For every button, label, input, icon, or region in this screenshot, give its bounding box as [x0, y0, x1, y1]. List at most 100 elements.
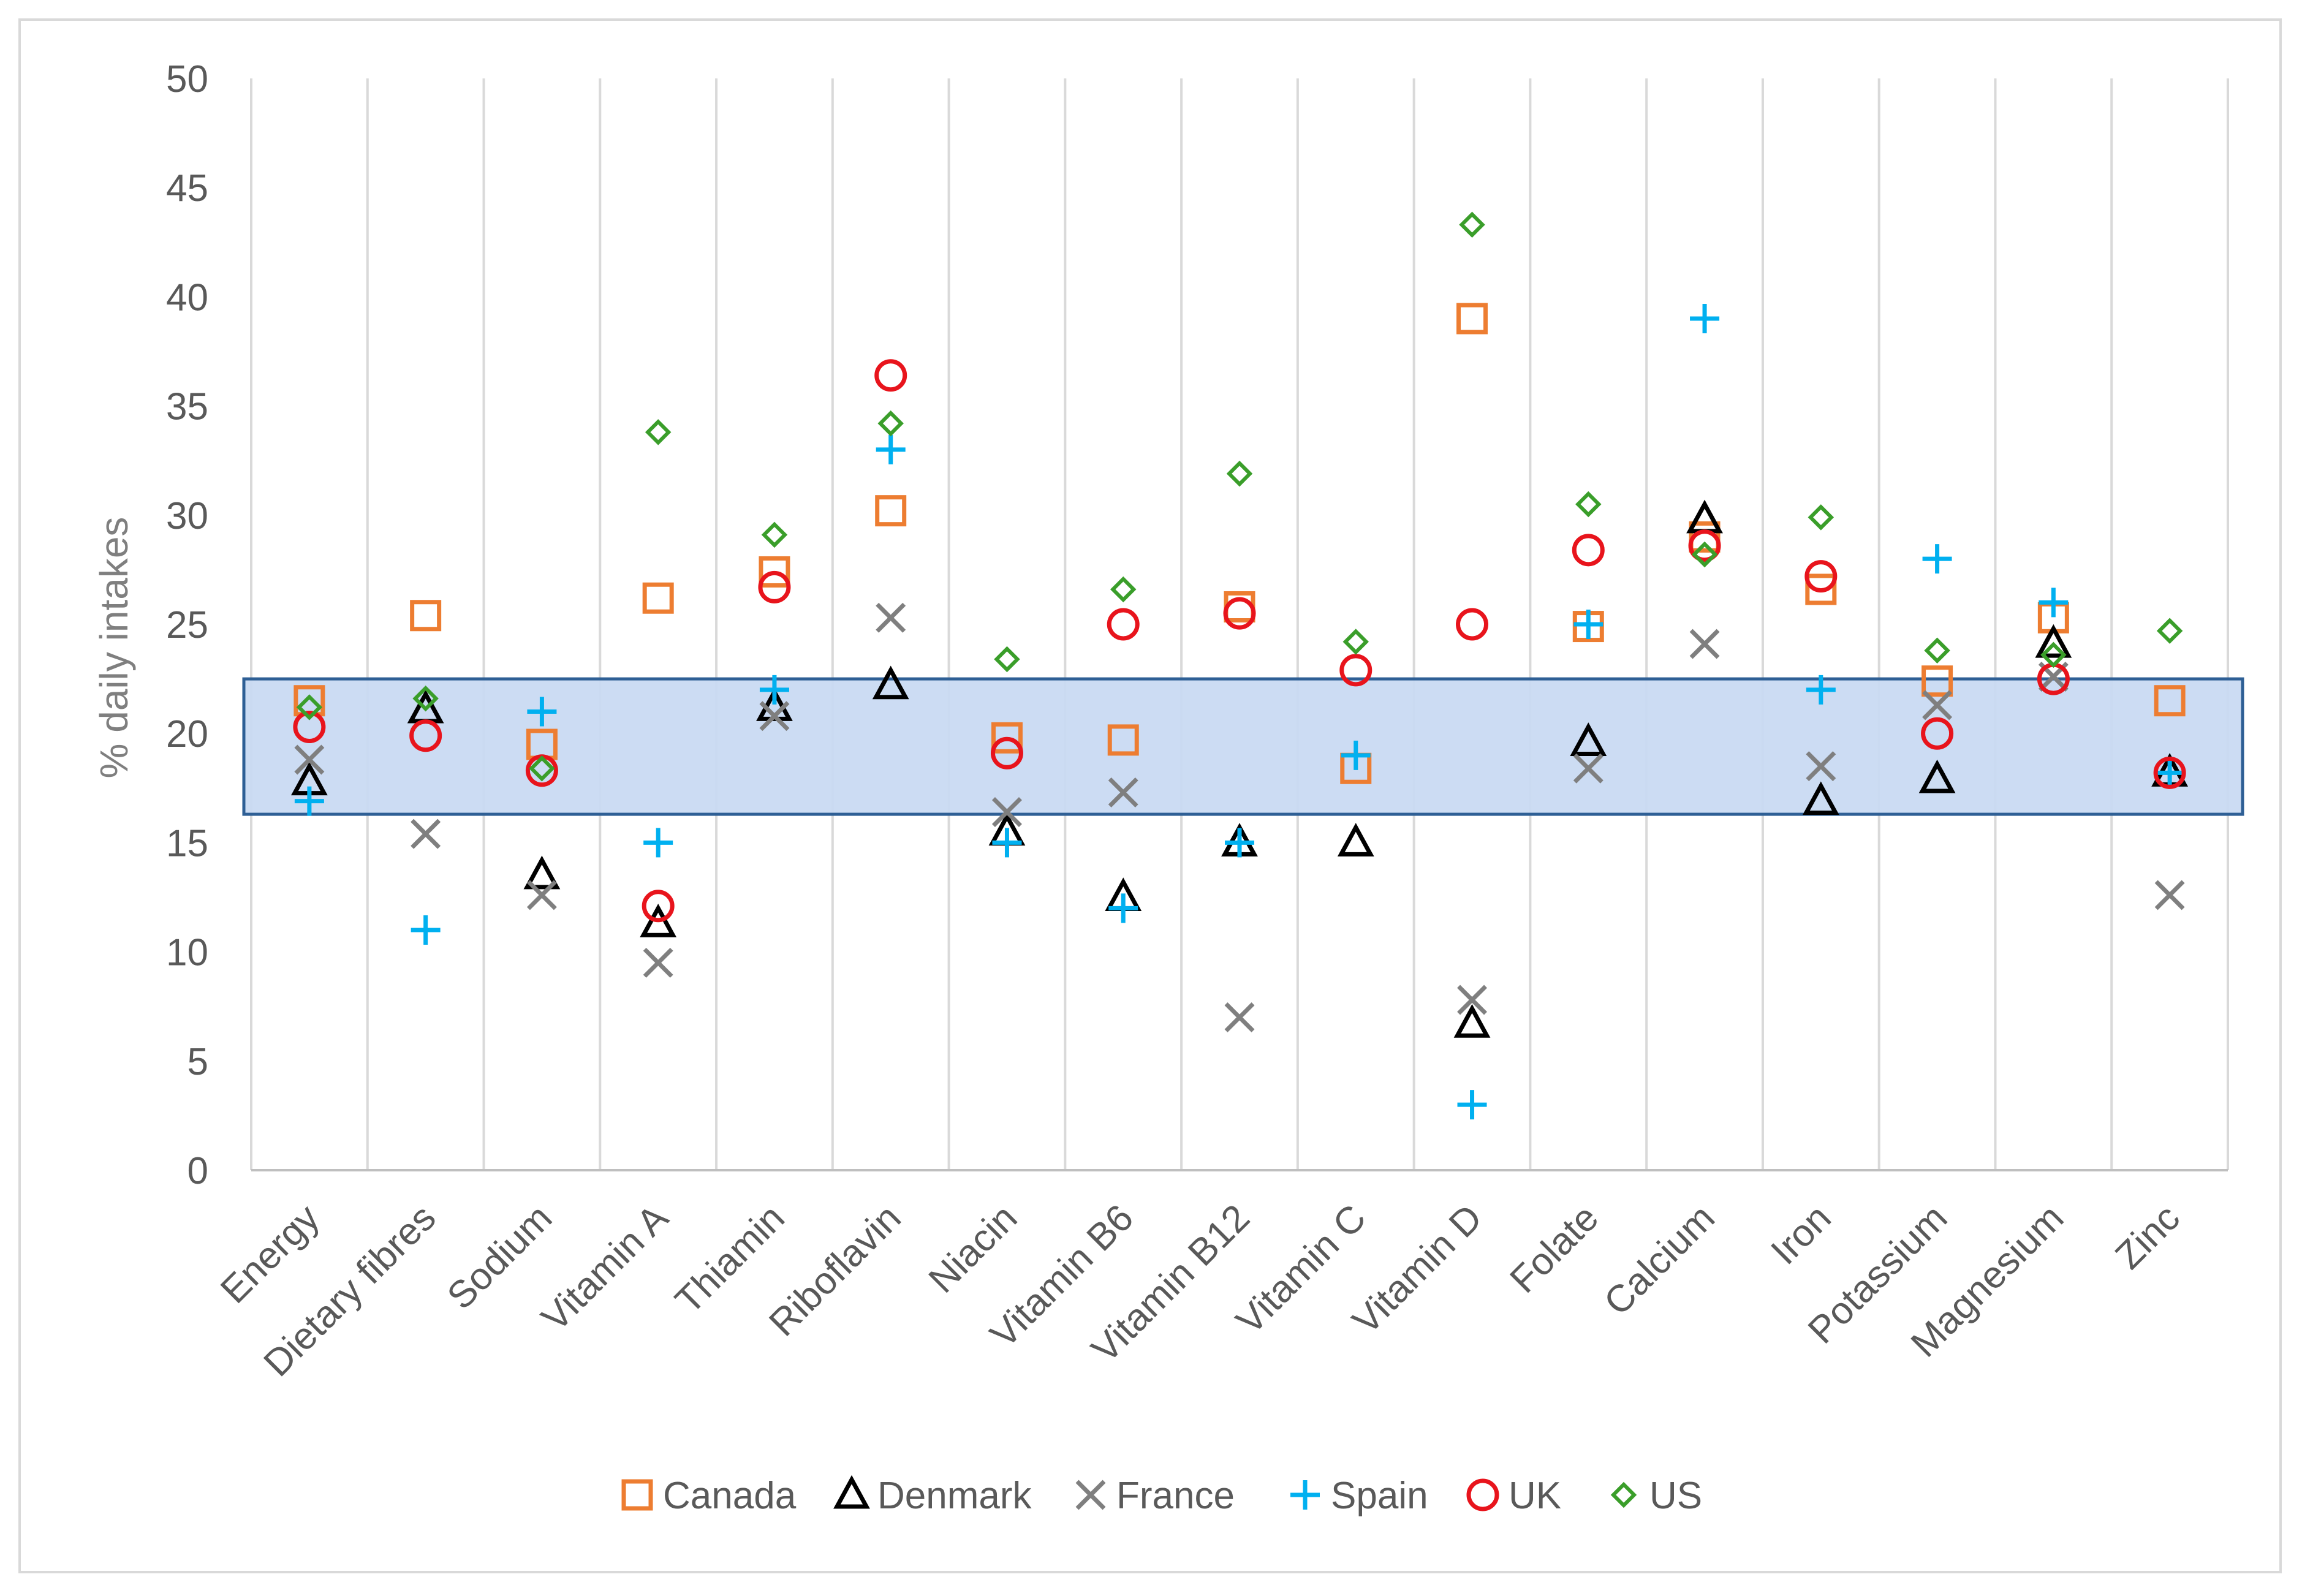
y-tick-label-20: 20 [166, 713, 208, 755]
y-tick-label-30: 30 [166, 495, 208, 537]
y-tick-label-0: 0 [187, 1150, 208, 1192]
marker-france-niacin [991, 797, 1022, 827]
marker-spain-dietary-fibres [411, 915, 441, 945]
marker-us-magnesium [2040, 641, 2067, 668]
marker-spain-magnesium [2039, 588, 2069, 618]
y-tick-label-45: 45 [166, 167, 208, 210]
marker-spain-potassium [1922, 544, 1952, 574]
legend-marker-denmark [833, 1475, 870, 1509]
y-tick-label-5: 5 [187, 1041, 208, 1083]
marker-uk-vitamin-d [1456, 608, 1489, 641]
highlight-band [242, 677, 2244, 816]
marker-us-vitamin-c [1342, 629, 1369, 655]
marker-uk-zinc [2153, 756, 2186, 789]
y-tick-label-25: 25 [166, 604, 208, 646]
marker-uk-folate [1572, 534, 1605, 567]
marker-canada-dietary-fibres [410, 600, 442, 632]
legend-marker-spain [1290, 1480, 1320, 1510]
y-tick-label-40: 40 [166, 276, 208, 319]
data-markers [290, 211, 2189, 1120]
legend-marker-us [1610, 1481, 1637, 1508]
marker-us-riboflavin [877, 410, 904, 437]
marker-france-thiamin [759, 701, 790, 732]
marker-uk-vitamin-b6 [1107, 608, 1140, 641]
marker-france-dietary-fibres [411, 819, 441, 849]
marker-spain-thiamin [759, 675, 789, 705]
marker-spain-vitamin-a [643, 828, 673, 858]
legend-item-us: US [1610, 1475, 1702, 1517]
marker-us-niacin [994, 646, 1020, 673]
marker-canada-zinc [2154, 685, 2186, 717]
marker-uk-dietary-fibres [409, 719, 442, 752]
marker-uk-potassium [1921, 717, 1954, 750]
marker-uk-niacin [990, 736, 1023, 770]
legend-label-uk: UK [1509, 1475, 1561, 1517]
marker-canada-iron [1805, 573, 1837, 605]
legend-item-uk: UK [1466, 1475, 1561, 1517]
marker-uk-vitamin-a [642, 890, 675, 923]
series-spain [294, 304, 2185, 1120]
marker-uk-vitamin-b12 [1223, 597, 1256, 630]
marker-spain-folate [1573, 610, 1603, 639]
legend-marker-france [1075, 1480, 1106, 1510]
legend-marker-uk [1466, 1478, 1499, 1511]
marker-canada-potassium [1921, 665, 1953, 697]
marker-france-sodium [526, 880, 557, 910]
series-us [296, 211, 2183, 782]
legend-marker-canada [621, 1479, 653, 1511]
marker-denmark-magnesium [2035, 624, 2072, 658]
y-axis-label: % daily intakes [92, 517, 136, 779]
marker-france-vitamin-b6 [1108, 777, 1138, 807]
legend-label-france: France [1116, 1475, 1235, 1517]
legend-item-france: France [1075, 1475, 1235, 1517]
legend-item-denmark: Denmark [833, 1475, 1032, 1517]
highlight-band-layer [242, 677, 2244, 816]
marker-canada-niacin [991, 722, 1023, 754]
marker-denmark-vitamin-c [1337, 823, 1374, 857]
y-tick-label-10: 10 [166, 932, 208, 974]
y-tick-label-50: 50 [166, 58, 208, 100]
marker-uk-calcium [1688, 529, 1721, 562]
marker-france-iron [1806, 751, 1836, 782]
gridlines [250, 78, 2229, 1170]
marker-france-energy [294, 744, 325, 775]
marker-uk-energy [293, 711, 326, 744]
legend-label-denmark: Denmark [877, 1475, 1032, 1517]
marker-denmark-sodium [523, 855, 561, 890]
marker-france-folate [1573, 753, 1603, 784]
marker-canada-riboflavin [875, 495, 907, 527]
series-uk [293, 359, 2186, 923]
marker-uk-riboflavin [874, 359, 907, 392]
marker-denmark-iron [1802, 781, 1839, 815]
marker-denmark-vitamin-d [1453, 1004, 1491, 1038]
marker-canada-thiamin [759, 556, 790, 588]
marker-us-vitamin-d [1459, 211, 1485, 238]
marker-spain-vitamin-d [1457, 1090, 1487, 1120]
series-france [294, 602, 2185, 1032]
marker-denmark-potassium [1918, 759, 1956, 793]
marker-spain-energy [294, 786, 324, 816]
marker-us-zinc [2156, 618, 2183, 644]
marker-spain-vitamin-b12 [1225, 828, 1254, 858]
marker-us-vitamin-a [645, 419, 672, 445]
marker-spain-vitamin-b6 [1108, 893, 1138, 923]
legend: Canada Denmark France Spain UK US [621, 1475, 1702, 1517]
marker-canada-vitamin-d [1456, 303, 1488, 335]
marker-spain-zinc [2155, 758, 2185, 788]
marker-spain-sodium [527, 697, 557, 727]
marker-us-potassium [1924, 637, 1950, 664]
marker-spain-riboflavin [876, 434, 906, 464]
y-tick-labels: 0 5 10 15 20 25 30 35 40 45 50 [166, 58, 208, 1192]
marker-us-iron [1808, 504, 1834, 531]
y-tick-label-35: 35 [166, 386, 208, 428]
legend-item-canada: Canada [621, 1475, 797, 1517]
marker-spain-niacin [992, 828, 1022, 858]
marker-us-vitamin-b6 [1110, 576, 1137, 603]
marker-canada-vitamin-a [642, 582, 674, 614]
marker-uk-thiamin [758, 570, 791, 603]
marker-us-calcium [1691, 541, 1718, 568]
marker-denmark-vitamin-a [640, 903, 677, 937]
marker-us-dietary-fibres [412, 685, 439, 712]
